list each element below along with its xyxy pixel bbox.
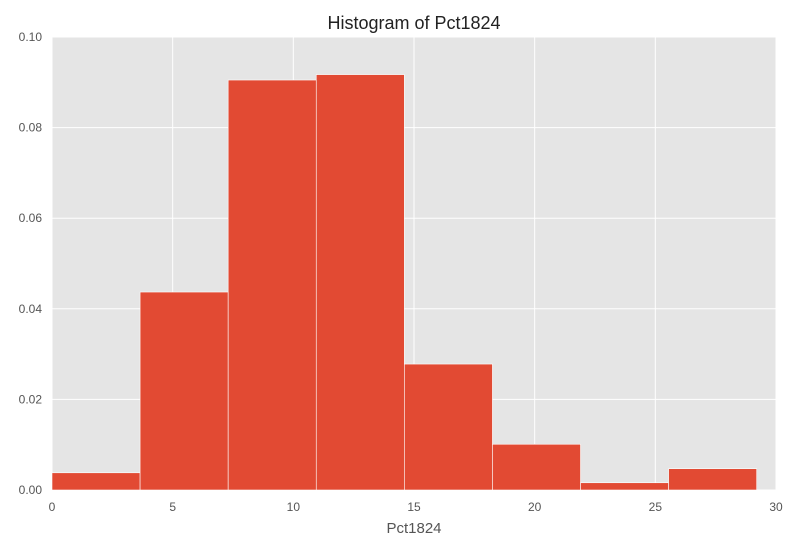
histogram-bar (580, 482, 669, 491)
x-tick-label: 25 (649, 500, 663, 514)
y-axis-ticks: 0.00 0.02 0.04 0.06 0.08 0.10 (19, 30, 43, 497)
chart-title: Histogram of Pct1824 (327, 13, 500, 33)
histogram-bar (227, 79, 317, 491)
x-tick-label: 30 (769, 500, 783, 514)
x-axis-label: Pct1824 (386, 520, 441, 537)
y-tick-label: 0.00 (19, 483, 43, 497)
histogram-bar (315, 74, 405, 491)
x-tick-label: 5 (169, 500, 176, 514)
x-tick-label: 10 (287, 500, 301, 514)
histogram-bar (139, 291, 229, 491)
y-tick-label: 0.02 (19, 392, 43, 406)
histogram-bars (51, 74, 757, 491)
histogram-bar (404, 363, 493, 491)
y-tick-label: 0.08 (19, 121, 43, 135)
x-tick-label: 0 (49, 500, 56, 514)
y-tick-label: 0.06 (19, 211, 43, 225)
x-tick-label: 15 (407, 500, 421, 514)
histogram-bar (492, 443, 581, 491)
y-tick-label: 0.04 (19, 302, 43, 316)
y-tick-label: 0.10 (19, 30, 43, 44)
histogram-bar (668, 468, 757, 491)
x-tick-label: 20 (528, 500, 542, 514)
histogram-bar (51, 472, 141, 491)
x-axis-ticks: 0 5 10 15 20 25 30 (49, 500, 783, 514)
